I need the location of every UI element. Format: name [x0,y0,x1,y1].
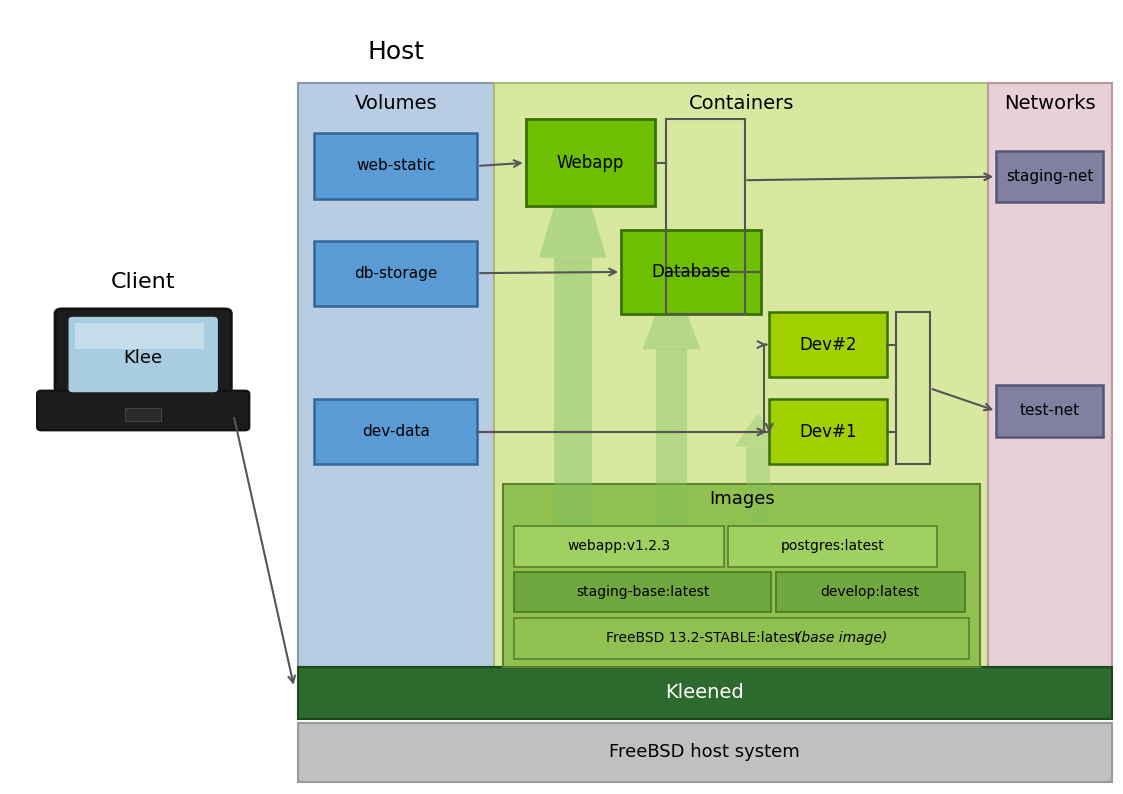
Text: postgres:latest: postgres:latest [780,539,885,553]
Bar [526,119,655,206]
Text: webapp:v1.2.3: webapp:v1.2.3 [567,539,670,553]
Bar [314,133,477,198]
Bar [554,258,592,526]
Text: Dev#2: Dev#2 [800,336,857,353]
Bar [746,447,770,526]
Bar [314,241,477,306]
FancyBboxPatch shape [37,391,249,430]
Text: dev-data: dev-data [362,425,430,439]
Text: db-storage: db-storage [354,266,438,280]
Bar [996,385,1103,437]
Polygon shape [734,413,782,447]
Polygon shape [642,274,701,349]
Text: Klee: Klee [124,349,163,367]
Text: test-net: test-net [1020,403,1079,418]
Bar [503,484,980,667]
Text: Database: Database [651,263,731,281]
Text: Containers: Containers [688,94,794,113]
Polygon shape [539,143,606,258]
Bar [514,526,723,567]
Text: Kleened: Kleened [665,684,745,702]
Bar [769,399,887,464]
FancyBboxPatch shape [69,317,218,392]
Bar [776,572,965,612]
Text: Volumes: Volumes [355,94,437,113]
Text: web-static: web-static [356,159,436,173]
Bar [514,618,969,659]
Bar [656,349,687,526]
Text: Webapp: Webapp [557,154,623,172]
Text: (base image): (base image) [796,631,887,646]
Bar [621,230,761,314]
Text: staging-base:latest: staging-base:latest [576,585,710,599]
FancyBboxPatch shape [55,309,231,402]
Bar [298,667,1112,719]
Bar [298,83,494,667]
Bar [666,119,745,314]
Bar [896,312,930,464]
Text: Dev#1: Dev#1 [800,423,857,441]
Text: Images: Images [709,490,775,507]
Bar [769,312,887,377]
Text: develop:latest: develop:latest [821,585,920,599]
Bar [75,323,204,349]
Bar [988,83,1112,667]
Text: FreeBSD 13.2-STABLE:latest: FreeBSD 13.2-STABLE:latest [606,631,804,646]
Text: staging-net: staging-net [1006,169,1093,184]
Bar [314,399,477,464]
Bar [514,572,772,612]
Bar [996,151,1103,202]
Bar [728,526,938,567]
Text: Host: Host [367,40,424,64]
Bar [126,408,162,421]
Bar [494,83,988,667]
Text: Networks: Networks [1004,94,1096,113]
Bar [298,723,1112,782]
Text: FreeBSD host system: FreeBSD host system [610,743,800,761]
Text: Client: Client [111,272,175,292]
